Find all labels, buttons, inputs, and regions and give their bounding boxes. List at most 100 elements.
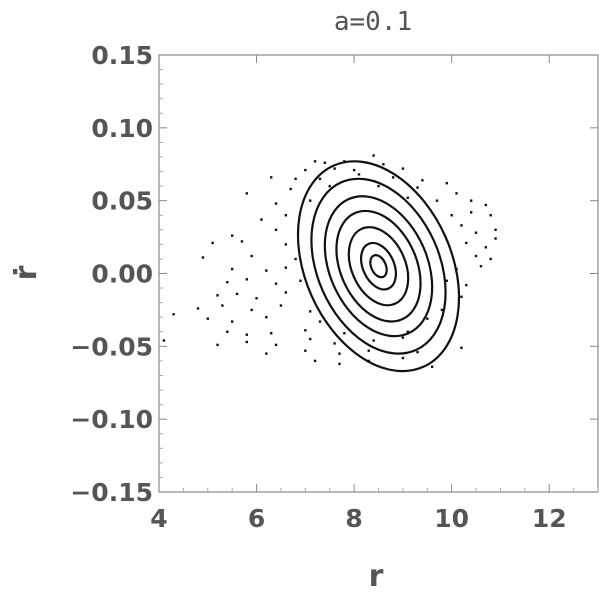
- scatter-point: [450, 214, 453, 217]
- orbit-curve: [369, 254, 388, 279]
- orbit-curve: [347, 226, 410, 307]
- scatter-point: [201, 256, 205, 259]
- scatter-point: [245, 333, 248, 336]
- scatter-point: [245, 278, 248, 281]
- orbit-curve: [296, 160, 461, 373]
- scatter-point: [372, 339, 375, 342]
- x-tick-label: 12: [532, 504, 567, 533]
- scatter-point: [313, 359, 317, 363]
- scatter-point: [372, 154, 375, 157]
- scatter-point: [269, 176, 273, 179]
- scatter-point: [416, 186, 419, 189]
- scatter-point: [269, 332, 273, 335]
- scatter-point: [274, 228, 278, 231]
- scatter-point: [328, 184, 331, 188]
- scatter-point: [455, 267, 458, 271]
- chart-title: a=0.1: [334, 7, 412, 37]
- scatter-point: [352, 168, 356, 172]
- scatter-point: [230, 267, 234, 271]
- scatter-point: [221, 304, 224, 307]
- orbit-curve: [335, 209, 422, 323]
- scatter-point: [445, 181, 448, 185]
- y-tick-label: 0.10: [91, 114, 153, 143]
- scatter-point: [323, 161, 327, 164]
- scatter-point: [260, 218, 263, 221]
- scatter-point: [367, 349, 370, 352]
- scatter-point: [245, 340, 248, 344]
- scatter-point: [406, 330, 409, 333]
- x-tick-label: 6: [248, 504, 265, 533]
- scatter-point: [474, 254, 478, 258]
- scatter-point: [299, 279, 302, 282]
- scatter-point: [216, 343, 219, 347]
- scatter-point: [474, 231, 478, 234]
- scatter-point: [304, 349, 307, 352]
- scatter-point: [343, 332, 346, 335]
- scatter-point: [216, 294, 219, 297]
- scatter-point: [304, 168, 307, 172]
- scatter-point: [309, 310, 312, 313]
- scatter-point: [309, 337, 312, 341]
- scatter-point: [294, 177, 297, 181]
- scatter-point: [440, 308, 444, 312]
- scatter-point: [435, 199, 439, 202]
- scatter-point: [494, 228, 497, 231]
- scatter-point: [250, 254, 253, 258]
- scatter-point: [235, 292, 239, 296]
- scatter-point: [343, 160, 346, 163]
- scatter-point: [274, 343, 278, 347]
- scatter-point: [430, 365, 434, 368]
- scatter-point: [338, 352, 341, 355]
- scatter-point: [416, 350, 419, 354]
- scatter-point: [206, 317, 209, 320]
- scatter-point: [445, 279, 448, 282]
- scatter-point: [401, 167, 405, 170]
- y-tick-label: 0.00: [91, 260, 153, 289]
- scatter-point: [255, 297, 258, 300]
- scatter-point: [479, 265, 483, 268]
- y-tick-label: −0.05: [70, 332, 153, 361]
- scatter-point: [333, 342, 336, 345]
- scatter-point: [465, 241, 468, 245]
- scatter-point: [318, 320, 322, 323]
- scatter-point: [318, 177, 322, 181]
- orbit-curves: [296, 160, 461, 373]
- scatter-point: [426, 317, 429, 320]
- scatter-point: [162, 339, 166, 342]
- scatter-point: [484, 246, 488, 249]
- x-tick-labels: 4 6 8 10 12: [150, 504, 566, 533]
- y-tick-label: −0.15: [70, 478, 153, 507]
- scatter-point: [240, 240, 244, 243]
- orbit-curve: [360, 241, 397, 291]
- scatter-point: [284, 243, 288, 246]
- scatter-point: [484, 203, 488, 207]
- scatter-point: [245, 192, 248, 195]
- scatter-point: [421, 179, 424, 182]
- scatter-point: [313, 160, 317, 163]
- scatter-point: [250, 308, 253, 312]
- scatter-points: [162, 154, 497, 368]
- orbit-curve: [323, 195, 434, 338]
- scatter-point: [274, 202, 278, 205]
- scatter-point: [284, 214, 288, 217]
- scatter-point: [289, 187, 292, 191]
- scatter-point: [304, 329, 307, 332]
- scatter-point: [338, 362, 341, 366]
- scatter-point: [226, 281, 229, 284]
- scatter-point: [455, 192, 458, 195]
- scatter-point: [284, 291, 288, 294]
- scatter-point: [265, 352, 268, 355]
- scatter-point: [406, 196, 409, 199]
- y-tick-label: −0.10: [70, 405, 153, 434]
- x-tick-label: 8: [345, 504, 362, 533]
- scatter-point: [172, 313, 175, 316]
- y-tick-label: 0.15: [91, 41, 153, 70]
- scatter-point: [309, 199, 312, 202]
- x-tick-label: 4: [150, 504, 167, 533]
- scatter-point: [211, 241, 214, 245]
- x-axis-label: r: [369, 559, 384, 594]
- y-tick-label: 0.05: [91, 187, 153, 216]
- scatter-point: [489, 214, 492, 217]
- scatter-point: [460, 346, 463, 349]
- plot-frame: [158, 54, 599, 493]
